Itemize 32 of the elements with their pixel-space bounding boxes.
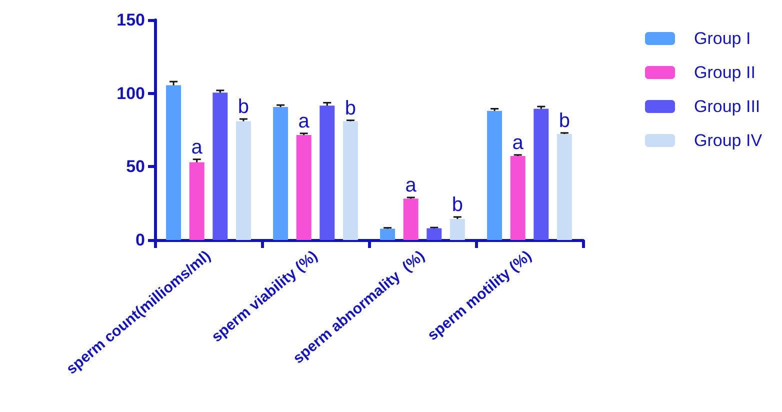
y-tick-label: 0 xyxy=(136,230,145,250)
bar xyxy=(450,219,465,240)
y-tick-label: 100 xyxy=(116,84,145,103)
annotation: b xyxy=(558,110,570,132)
annotation: a xyxy=(298,110,310,132)
legend-label: Group II xyxy=(694,63,756,82)
bar xyxy=(556,134,572,240)
bar xyxy=(320,106,335,240)
annotation: a xyxy=(191,136,204,158)
bar xyxy=(166,85,182,240)
bar xyxy=(510,156,526,240)
bar xyxy=(534,108,549,240)
bar xyxy=(380,228,396,240)
y-tick-label: 50 xyxy=(126,157,145,176)
annotation: a xyxy=(512,132,524,154)
annotation: b xyxy=(344,97,356,120)
bar xyxy=(342,121,358,240)
bar xyxy=(487,110,502,240)
legend-label: Group I xyxy=(694,29,751,48)
annotation: b xyxy=(452,194,464,216)
y-tick-label: 150 xyxy=(116,10,145,30)
bar xyxy=(296,134,312,240)
bar xyxy=(403,198,418,240)
bar xyxy=(426,228,442,240)
bar xyxy=(212,92,228,240)
annotation: b xyxy=(238,96,250,118)
legend-label: Group III xyxy=(694,97,760,116)
bar xyxy=(236,121,251,240)
legend-label: Group IV xyxy=(694,131,763,150)
bar xyxy=(189,162,204,240)
annotation: a xyxy=(405,174,418,196)
bar xyxy=(273,106,288,240)
